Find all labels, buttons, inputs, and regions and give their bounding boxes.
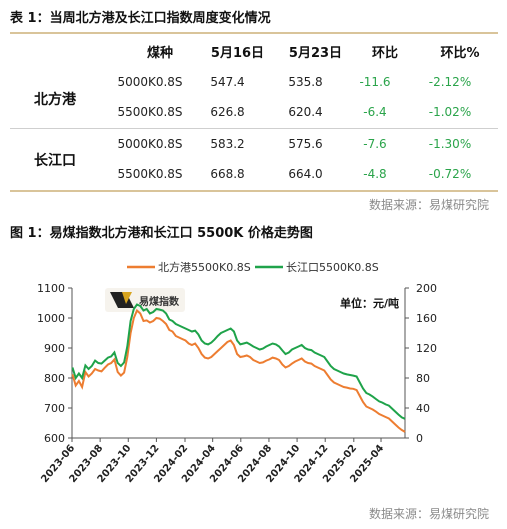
- table-cell-coal: 5500K0.8S: [117, 105, 183, 119]
- right-tick-label: 200: [416, 282, 437, 295]
- header-wow-pct: 环比%: [440, 46, 480, 61]
- legend-label-north: 北方港5500K0.8S: [158, 260, 251, 274]
- table-header-row: 煤种 5月16日 5月23日 环比 环比%: [10, 34, 498, 65]
- price-chart: 北方港5500K0.8S 长江口5500K0.8S 单位：元/吨 易煤指数 60…: [0, 250, 507, 502]
- left-y-ticks: 600 700 800 900 1000 1100: [37, 282, 72, 445]
- legend-label-yangtze: 长江口5500K0.8S: [286, 261, 379, 274]
- header-may23: 5月23日: [288, 46, 343, 61]
- table-cell-may23: 620.4: [288, 105, 323, 119]
- table-cell-may16: 547.4: [210, 75, 245, 89]
- table-cell-may23: 535.8: [288, 75, 323, 89]
- right-y-ticks: 0 40 80 120 160 200: [405, 282, 437, 445]
- right-tick-label: 160: [416, 312, 437, 325]
- left-tick-label: 700: [44, 402, 65, 415]
- price-chart-svg: 北方港5500K0.8S 长江口5500K0.8S 单位：元/吨 易煤指数 60…: [37, 260, 437, 485]
- right-tick-label: 80: [416, 372, 430, 385]
- table-group-separator: [10, 128, 498, 129]
- table-cell-wow: -4.8: [363, 167, 387, 181]
- table-cell-wow-pct: -2.12%: [428, 75, 472, 89]
- right-tick-label: 0: [416, 432, 423, 445]
- table-cell-wow: -11.6: [359, 75, 391, 89]
- right-tick-label: 40: [416, 402, 430, 415]
- port-label-yangtze: 长江口: [34, 153, 76, 169]
- table-cell-may16: 583.2: [210, 137, 245, 151]
- table-top-rule: [10, 32, 498, 34]
- left-tick-label: 900: [44, 342, 65, 355]
- left-tick-label: 800: [44, 372, 65, 385]
- watermark-logo: 易煤指数: [105, 288, 185, 312]
- left-tick-label: 1000: [37, 312, 65, 325]
- left-tick-label: 600: [44, 432, 65, 445]
- table-caption: 表 1：当周北方港及长江口指数周度变化情况: [10, 11, 271, 26]
- figure-caption: 图 1：易煤指数北方港和长江口 5500K 价格走势图: [10, 226, 313, 241]
- series-line-yangtze: [71, 303, 406, 420]
- table-bottom-rule: [10, 190, 498, 192]
- chart-unit-label: 单位：元/吨: [340, 296, 399, 310]
- table-cell-may16: 626.8: [210, 105, 245, 119]
- table-cell-wow-pct: -0.72%: [428, 167, 472, 181]
- left-tick-label: 1100: [37, 282, 65, 295]
- chart-legend: 北方港5500K0.8S 长江口5500K0.8S: [127, 260, 379, 274]
- header-coal: 煤种: [146, 46, 173, 61]
- port-label-north: 北方港: [34, 92, 76, 108]
- header-wow: 环比: [371, 46, 398, 61]
- x-ticks: 2023-062023-082023-102023-122024-022024-…: [39, 438, 386, 485]
- table-cell-may23: 664.0: [288, 167, 323, 181]
- table-cell-coal: 5000K0.8S: [117, 137, 183, 151]
- table-cell-may23: 575.6: [288, 137, 323, 151]
- table-source: 数据来源：易煤研究院: [368, 198, 489, 212]
- watermark-text: 易煤指数: [139, 295, 180, 308]
- table-cell-wow: -7.6: [363, 137, 387, 151]
- figure-source: 数据来源：易煤研究院: [368, 507, 489, 521]
- table-cell-wow: -6.4: [363, 105, 387, 119]
- table-cell-coal: 5000K0.8S: [117, 75, 183, 89]
- table-cell-wow-pct: -1.30%: [428, 137, 472, 151]
- table-cell-may16: 668.8: [210, 167, 245, 181]
- table-cell-wow-pct: -1.02%: [428, 105, 472, 119]
- table-cell-coal: 5500K0.8S: [117, 167, 183, 181]
- series-line-north: [71, 308, 406, 433]
- header-may16: 5月16日: [210, 46, 265, 61]
- logo-mark-gold: [122, 292, 132, 304]
- right-tick-label: 120: [416, 342, 437, 355]
